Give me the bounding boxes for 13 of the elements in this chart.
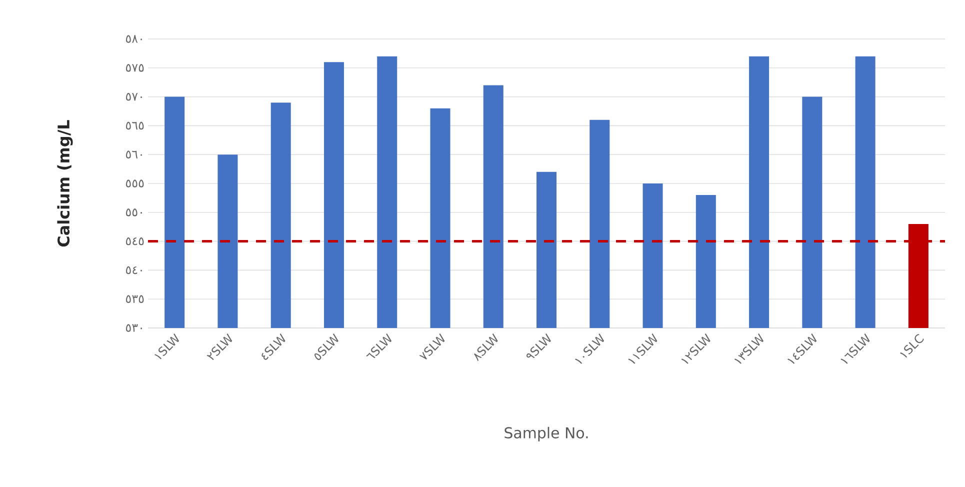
y-tick-label: ٥٦٥ <box>126 122 144 130</box>
y-tick-label: ٥٤٠ <box>126 266 142 274</box>
x-axis-title: Sample No. <box>504 426 588 442</box>
y-tick-label: ٥٣٥ <box>126 295 144 303</box>
y-tick-label: ٥٥٥ <box>126 180 144 188</box>
y-tick-label: ٥٥٠ <box>126 208 142 216</box>
y-tick-label: ٥٣٠ <box>126 324 142 332</box>
y-tick-label: ٥٨٠ <box>126 35 142 43</box>
y-tick-label: ٥٤٥ <box>126 237 144 246</box>
y-tick-label: ٥٧٠ <box>126 92 142 101</box>
y-tick-label: ٥٦٠ <box>126 150 142 158</box>
y-tick-label: ٥٧٥ <box>126 64 144 72</box>
y-axis-title: Calcium (mg/L <box>57 120 73 247</box>
